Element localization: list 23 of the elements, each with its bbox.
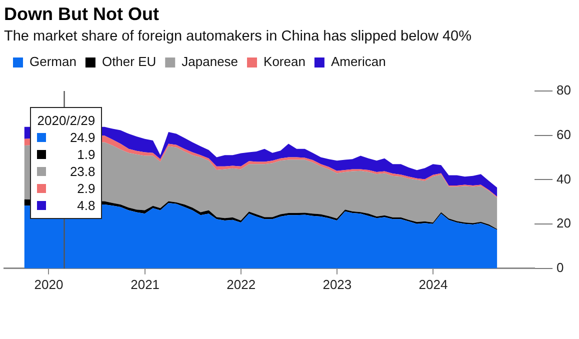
- x-tick-label: 2020: [34, 276, 64, 292]
- legend-label: Korean: [264, 54, 306, 70]
- annotation: 4.8: [77, 197, 96, 214]
- y-tick-label: 20: [556, 216, 572, 231]
- legend-label: German: [30, 54, 76, 70]
- y-tick-label: 80: [556, 82, 572, 98]
- chart-title: Down But Not Out: [4, 4, 159, 24]
- y-tick-label: 60: [556, 126, 572, 142]
- y-tick-label: 0: [556, 260, 564, 275]
- x-tick-label: 2021: [130, 276, 160, 292]
- y-tick-label: 40: [556, 171, 572, 186]
- annotation: 2.9: [77, 180, 96, 197]
- annotation: 24.9: [70, 129, 96, 146]
- legend-label: Japanese: [182, 54, 238, 70]
- annotation: 2020/2/29: [37, 112, 96, 129]
- annotation: 1.9: [77, 146, 96, 163]
- x-tick-label: 2023: [322, 276, 352, 292]
- legend-label: American: [330, 54, 386, 70]
- chart-subtitle: The market share of foreign automakers in China has slipped below 40%: [4, 28, 472, 44]
- x-tick-label: 2022: [226, 276, 256, 292]
- x-tick-label: 2024: [418, 276, 448, 292]
- legend-label: Other EU: [102, 54, 156, 70]
- annotation: 23.8: [70, 163, 96, 180]
